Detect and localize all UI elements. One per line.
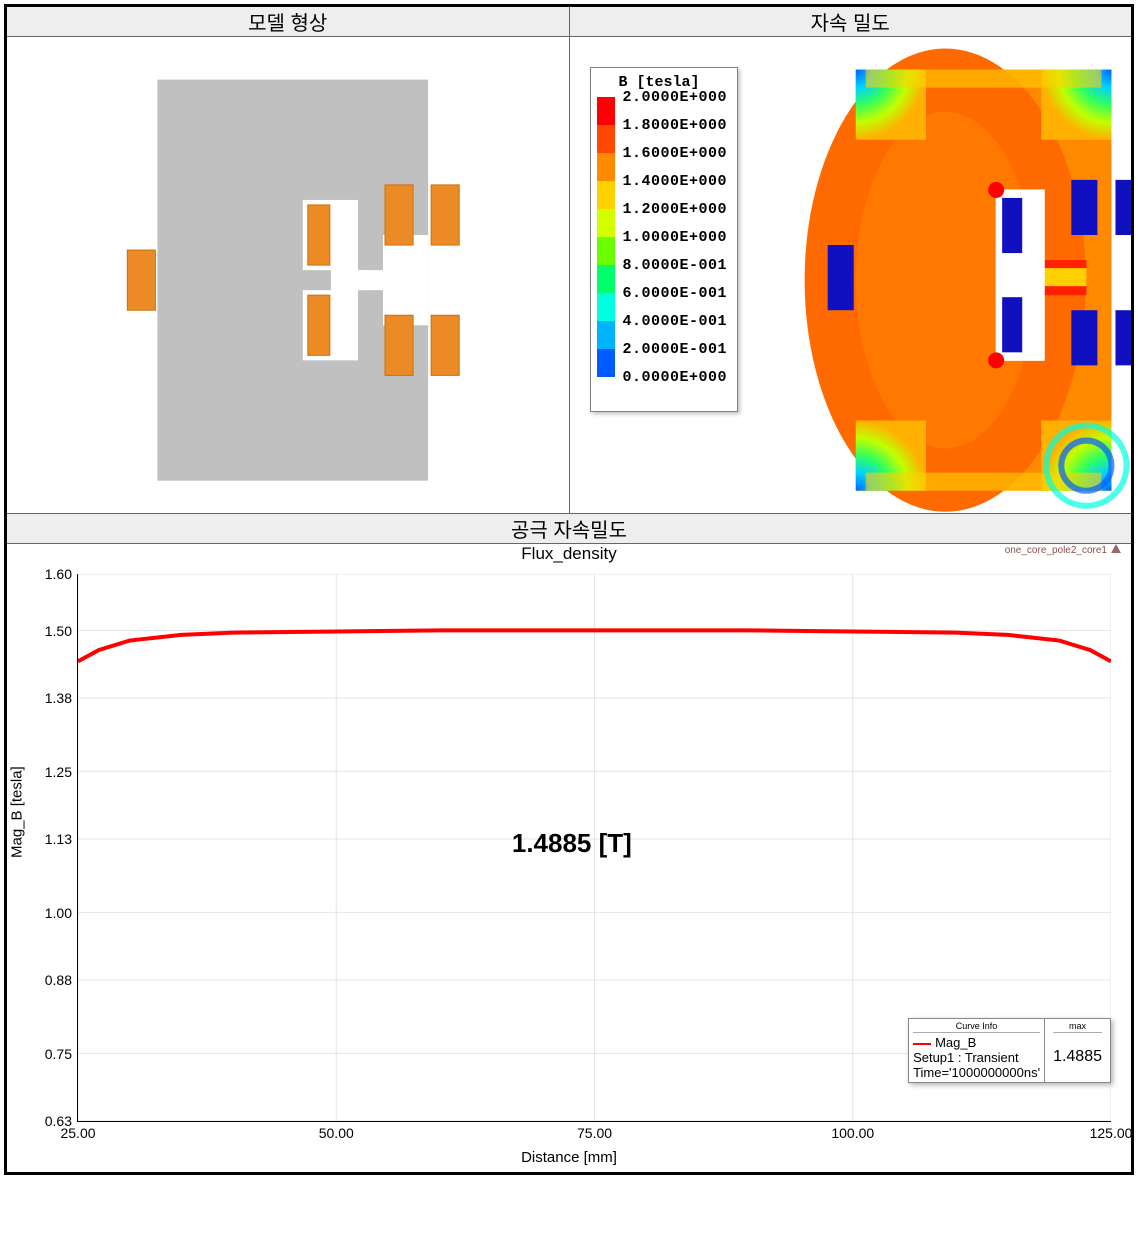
xtick-label: 25.00 xyxy=(60,1121,95,1141)
ytick-label: 1.25 xyxy=(45,764,78,780)
curve-info-time: Time='1000000000ns' xyxy=(913,1065,1040,1080)
curve-info-setup: Setup1 : Transient xyxy=(913,1050,1040,1065)
header-model-shape: 모델 형상 xyxy=(6,6,570,37)
ytick-label: 0.75 xyxy=(45,1046,78,1062)
curve-info-max-header: max xyxy=(1053,1021,1102,1033)
chart-title: Flux_density xyxy=(7,544,1131,564)
figure-table: 모델 형상 자속 밀도 B [tesla] 2.0000E+0001.8000E… xyxy=(4,4,1134,1175)
header-flux-density: 자속 밀도 xyxy=(569,6,1133,37)
ytick-label: 0.88 xyxy=(45,972,78,988)
triangle-icon xyxy=(1111,544,1121,553)
curve-info-name: Mag_B xyxy=(913,1035,1040,1050)
plot-area: 1.4885 [T] Curve Info Mag_B Setup1 : Tra… xyxy=(77,574,1111,1122)
model-svg xyxy=(7,37,569,513)
panel-line-chart: Flux_density one_core_pole2_core1 1.4885… xyxy=(6,544,1133,1174)
header-label: 공극 자속밀도 xyxy=(511,520,627,542)
panel-flux-contour: B [tesla] 2.0000E+0001.8000E+0001.6000E+… xyxy=(569,37,1133,514)
header-label: 모델 형상 xyxy=(248,13,327,35)
header-label: 자속 밀도 xyxy=(811,13,890,35)
curve-info-box: Curve Info Mag_B Setup1 : Transient Time… xyxy=(908,1018,1111,1083)
ytick-label: 1.00 xyxy=(45,905,78,921)
contour-svg xyxy=(570,37,1132,513)
xtick-label: 50.00 xyxy=(319,1121,354,1141)
ytick-label: 1.38 xyxy=(45,690,78,706)
xtick-label: 75.00 xyxy=(577,1121,612,1141)
chart-xlabel: Distance [mm] xyxy=(521,1149,617,1166)
panel-model-shape xyxy=(6,37,570,514)
curve-info-header: Curve Info xyxy=(913,1021,1040,1033)
chart-ylabel: Mag_B [tesla] xyxy=(9,767,26,859)
ytick-label: 1.60 xyxy=(45,566,78,582)
ytick-label: 1.50 xyxy=(45,623,78,639)
chart-overlay-value: 1.4885 [T] xyxy=(512,828,632,859)
curve-info-max: 1.4885 xyxy=(1053,1035,1102,1080)
xtick-label: 125.00 xyxy=(1090,1121,1133,1141)
chart-corner-label: one_core_pole2_core1 xyxy=(1005,544,1121,556)
header-gap-flux: 공극 자속밀도 xyxy=(6,514,1133,544)
ytick-label: 1.13 xyxy=(45,831,78,847)
xtick-label: 100.00 xyxy=(831,1121,874,1141)
